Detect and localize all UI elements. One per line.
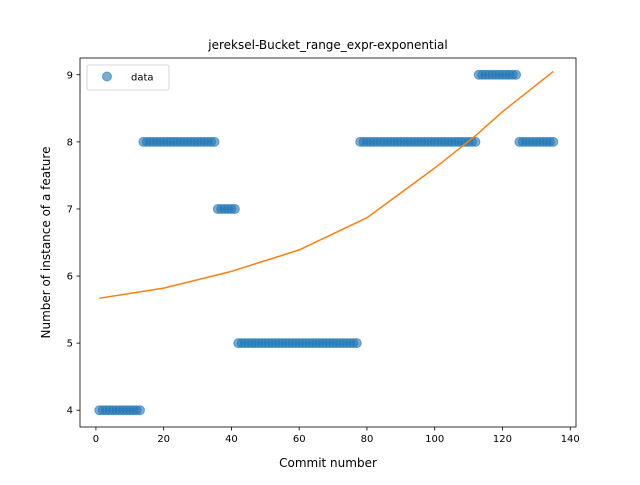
y-axis-label: Number of instance of a feature — [39, 147, 53, 339]
x-axis-label: Commit number — [279, 456, 377, 470]
x-tick-label: 80 — [361, 434, 374, 445]
y-tick-label: 6 — [67, 272, 73, 283]
data-point — [351, 338, 362, 349]
x-tick-label: 140 — [561, 434, 580, 445]
y-tick-label: 9 — [67, 70, 73, 81]
x-tick-label: 100 — [425, 434, 444, 445]
x-tick-label: 60 — [293, 434, 306, 445]
chart-title: jereksel-Bucket_range_expr-exponential — [207, 38, 447, 52]
fit-line — [99, 70, 554, 299]
x-tick-label: 0 — [93, 434, 99, 445]
legend: data — [86, 64, 170, 91]
y-tick-label: 8 — [67, 137, 73, 148]
data-point — [548, 136, 559, 147]
legend-marker-data — [102, 71, 112, 82]
data-point — [511, 69, 522, 80]
ticks-layer: 0 20 40 60 80 100 120 140 4 5 6 7 8 9 — [67, 70, 580, 445]
data-point — [470, 136, 481, 147]
data-point — [209, 136, 220, 147]
legend-label-data: data — [131, 73, 154, 84]
x-tick-label: 40 — [225, 434, 238, 445]
marks-layer — [94, 69, 559, 416]
legend-box — [86, 64, 170, 91]
x-tick-label: 20 — [157, 434, 170, 445]
y-tick-label: 7 — [67, 204, 73, 215]
y-tick-label: 5 — [67, 339, 73, 350]
data-point — [134, 405, 145, 416]
axes-frame — [79, 57, 577, 428]
y-tick-label: 4 — [67, 406, 73, 417]
x-tick-label: 120 — [493, 434, 512, 445]
data-point — [229, 203, 240, 214]
